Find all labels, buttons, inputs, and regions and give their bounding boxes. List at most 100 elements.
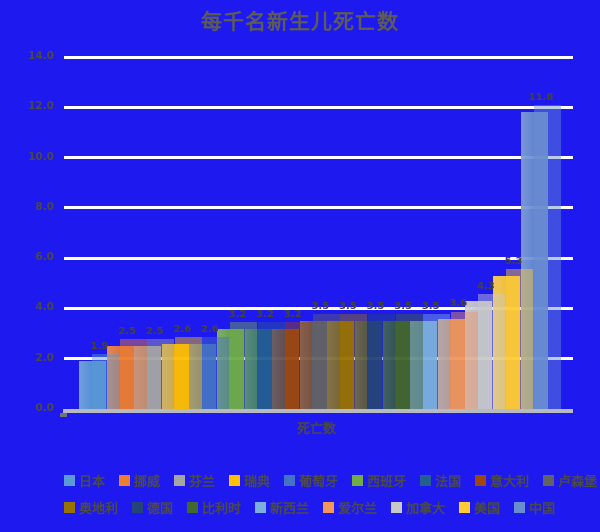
- legend-item-奥地利: 奥地利: [64, 498, 118, 517]
- x-axis-title: 死亡数: [296, 422, 336, 437]
- legend-label: 卢森堡: [558, 474, 598, 490]
- legend-swatch-icon: [229, 474, 241, 486]
- bar-新西兰: 3.5: [410, 0, 451, 409]
- y-axis-tick-label: 0.0: [35, 402, 54, 414]
- chart-floor-corner: [60, 413, 67, 417]
- bar-front-face: [79, 361, 106, 409]
- bar-value-label: 2.5: [118, 326, 136, 338]
- bar-value-label: 3.2: [228, 308, 247, 320]
- legend-label: 比利时: [202, 501, 242, 517]
- legend-label: 奥地利: [79, 501, 119, 517]
- legend-swatch-icon: [119, 474, 131, 486]
- bar-value-label: 3.5: [339, 301, 357, 312]
- bar-西班牙: 3.2: [217, 0, 257, 409]
- bar-front-face: [327, 321, 355, 409]
- legend-swatch-icon: [420, 474, 432, 486]
- legend-swatch-icon: [187, 501, 199, 513]
- legend-swatch-icon: [64, 501, 75, 513]
- y-axis-tick-label: 14.0: [28, 50, 54, 62]
- legend-item-德国: 德国: [132, 498, 173, 517]
- legend-item-爱尔兰: 爱尔兰: [323, 498, 377, 517]
- bar-value-label: 2.6: [173, 323, 192, 335]
- bar-加拿大: 4.3: [465, 0, 506, 409]
- gridline: [64, 256, 573, 260]
- legend-swatch-icon: [459, 501, 471, 513]
- legend-item-美国: 美国: [459, 498, 500, 517]
- legend-item-挪威: 挪威: [119, 471, 160, 490]
- bar-value-label: 3.5: [366, 301, 385, 312]
- bar-葡萄牙: 2.6: [189, 0, 230, 409]
- bar-front-face: [161, 343, 189, 409]
- legend-label: 葡萄牙: [299, 474, 339, 490]
- bar-front-face: [493, 275, 520, 409]
- legend-item-卢森堡: 卢森堡: [543, 471, 597, 490]
- bar-爱尔兰: 3.6: [437, 0, 478, 409]
- legend-row-2: 奥地利 德国 比利时 新西兰 爱尔兰 加拿大 美国 中国: [64, 497, 589, 517]
- bar-front-face: [410, 321, 438, 409]
- legend-swatch-icon: [174, 474, 186, 486]
- legend-label: 新西兰: [270, 501, 310, 517]
- bar-value-label: 3.2: [283, 308, 302, 320]
- gridline: [64, 156, 573, 160]
- bar-value-label: 11.8: [528, 92, 554, 104]
- gridline: [64, 55, 573, 59]
- legend-item-芬兰: 芬兰: [174, 471, 215, 490]
- bar-front-face: [244, 328, 272, 409]
- bar-value-label: 2.6: [201, 323, 219, 335]
- gridline: [64, 306, 573, 310]
- legend-label: 日本: [79, 474, 106, 490]
- legend-swatch-icon: [284, 474, 296, 486]
- bar-奥地利: 3.5: [327, 0, 368, 409]
- y-axis-tick-label: 8.0: [35, 200, 54, 213]
- bar-front-face: [134, 346, 162, 409]
- legend-row-1: 日本 挪威 芬兰 瑞典 葡萄牙 西班牙 法国 意大利 卢森堡: [64, 470, 597, 490]
- legend-item-法国: 法国: [420, 471, 461, 490]
- chart-title: 每千名新生儿死亡数: [201, 10, 399, 34]
- legend-swatch-icon: [514, 501, 526, 513]
- bar-日本: 1.9: [79, 0, 119, 409]
- bar-芬兰: 2.5: [134, 0, 175, 409]
- bar-挪威: 2.5: [106, 0, 147, 409]
- bar-front-face: [437, 318, 465, 409]
- legend-label: 中国: [529, 501, 556, 517]
- legend-item-日本: 日本: [64, 471, 105, 490]
- bar-value-label: 3.5: [311, 301, 330, 312]
- legend-swatch-icon: [352, 474, 364, 486]
- bar-front-face: [382, 321, 410, 409]
- legend-swatch-icon: [391, 501, 403, 513]
- legend-label: 意大利: [490, 474, 530, 490]
- bar-value-label: 4.3: [477, 280, 495, 292]
- bar-front-face: [217, 328, 244, 409]
- bar-瑞典: 2.6: [161, 0, 202, 409]
- legend: 日本 挪威 芬兰 瑞典 葡萄牙 西班牙 法国 意大利 卢森堡奥地利 德国 比利时 新西兰 爱尔兰 加拿大 美…: [64, 470, 597, 517]
- bar-比利时: 3.5: [382, 0, 423, 409]
- legend-label: 法国: [435, 474, 462, 490]
- legend-item-瑞典: 瑞典: [229, 471, 270, 490]
- legend-label: 西班牙: [367, 474, 407, 490]
- legend-label: 瑞典: [244, 474, 271, 490]
- bar-front-face: [520, 112, 548, 409]
- y-axis-tick-label: 2.0: [35, 351, 54, 364]
- chart-floor: [63, 409, 573, 413]
- bar-value-label: 3.5: [421, 301, 440, 312]
- legend-item-加拿大: 加拿大: [391, 498, 445, 517]
- y-axis-tick-label: 6.0: [35, 251, 54, 264]
- bar-value-label: 5.3: [504, 255, 523, 267]
- bar-front-face: [465, 300, 493, 409]
- legend-swatch-icon: [132, 501, 144, 513]
- legend-label: 德国: [147, 501, 174, 517]
- bar-德国: 3.5: [355, 0, 395, 409]
- legend-label: 挪威: [134, 474, 161, 490]
- legend-label: 加拿大: [406, 501, 446, 517]
- legend-label: 美国: [474, 501, 501, 517]
- bar-美国: 5.3: [493, 0, 533, 409]
- bar-front-face: [355, 321, 382, 409]
- legend-swatch-icon: [475, 474, 487, 486]
- bar-value-label: 3.6: [449, 298, 468, 310]
- bar-value-label: 3.5: [394, 301, 412, 312]
- gridline: [64, 206, 573, 210]
- y-axis-tick-label: 4.0: [35, 301, 54, 314]
- legend-swatch-icon: [543, 474, 555, 486]
- gridline: [64, 105, 573, 109]
